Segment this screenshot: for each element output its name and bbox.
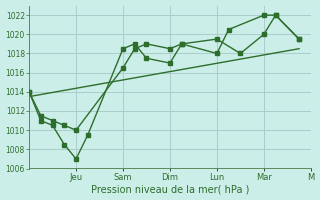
X-axis label: Pression niveau de la mer( hPa ): Pression niveau de la mer( hPa ) [91,184,249,194]
